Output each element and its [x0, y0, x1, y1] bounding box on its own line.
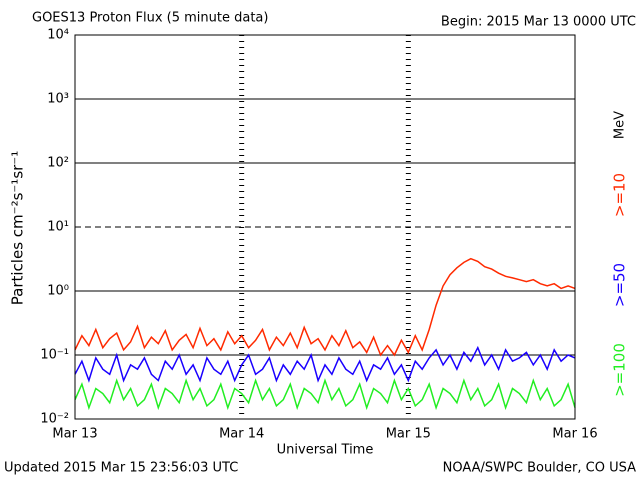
footer-right: NOAA/SWPC Boulder, CO USA	[443, 461, 636, 476]
y-tick-label: 10⁰	[47, 284, 69, 299]
series-line	[74, 378, 576, 411]
y-tick-label: 10²	[47, 156, 69, 171]
x-tick-label: Mar 16	[552, 427, 597, 442]
legend-entry: >=10	[611, 173, 629, 217]
footer-left: Updated 2015 Mar 15 23:56:03 UTC	[4, 461, 238, 476]
y-tick-label: 10⁻²	[40, 412, 69, 427]
plot-frame	[74, 34, 576, 420]
chart-subtitle: Begin: 2015 Mar 13 0000 UTC	[441, 15, 636, 30]
x-tick-label: Mar 13	[52, 427, 97, 442]
series-line	[74, 257, 576, 357]
x-tick-label: Mar 15	[386, 427, 431, 442]
chart-title: GOES13 Proton Flux (5 minute data)	[32, 11, 268, 26]
unit-label: MeV	[613, 111, 628, 139]
legend-entry: >=50	[611, 263, 629, 307]
y-tick-label: 10³	[47, 92, 69, 107]
y-tick-label: 10¹	[47, 220, 69, 235]
x-tick-label: Mar 14	[219, 427, 264, 442]
y-axis-label: Particles cm⁻²s⁻¹sr⁻¹	[9, 151, 27, 305]
x-axis-label: Universal Time	[277, 443, 374, 458]
y-tick-label: 10⁴	[47, 28, 69, 43]
series-line	[74, 345, 576, 383]
legend-entry: >=100	[611, 343, 629, 397]
y-tick-label: 10⁻¹	[40, 348, 69, 363]
